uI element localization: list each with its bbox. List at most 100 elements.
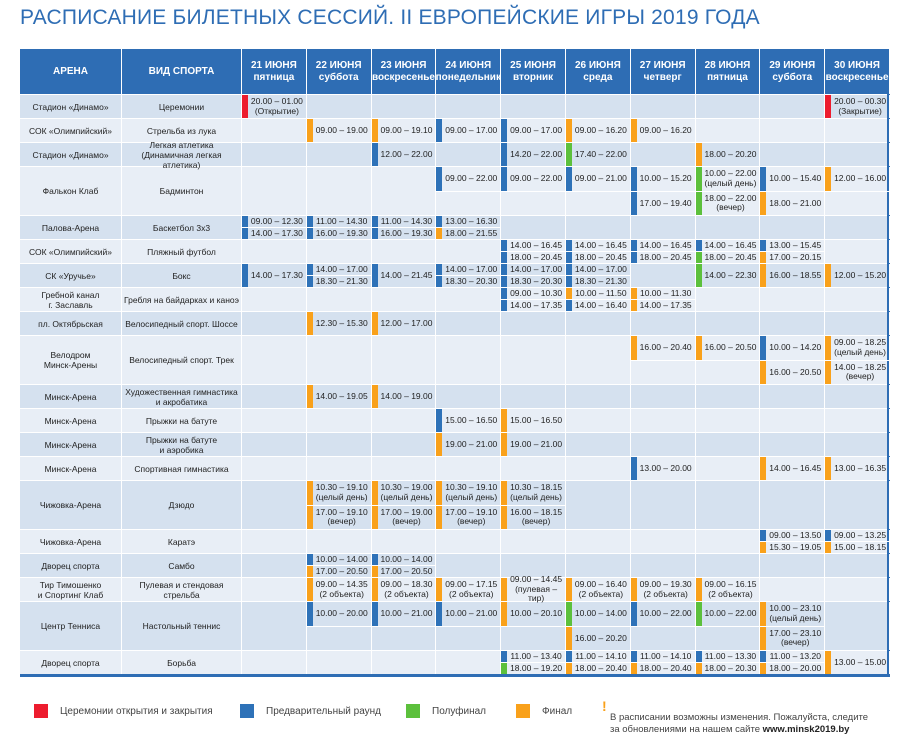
sport-cell: Настольный теннис (122, 602, 242, 650)
session-time: 14.00 – 16.45 (639, 239, 692, 250)
session-cell: 10.00 – 22.00 (695, 602, 761, 650)
session-cell: 14.00 – 19.00 (371, 385, 437, 408)
session-type-marker (501, 264, 508, 275)
arena-cell: Велодром Минск-Арены (20, 336, 122, 384)
session-time: 14.00 – 16.45 (510, 239, 563, 250)
session-time: 17.00 – 19.10 (вечер) (315, 506, 368, 527)
sport-cell: Борьба (122, 651, 242, 674)
empty-slot (695, 359, 760, 385)
session-block: 18.00 – 20.30 (695, 662, 760, 674)
session-type-marker (501, 167, 508, 191)
session-cell (501, 216, 566, 239)
session-block: 14.00 – 16.45 (630, 239, 695, 251)
website-link[interactable]: www.minsk2019.by (762, 724, 850, 735)
session-type-marker (436, 276, 443, 287)
session-cell (760, 119, 826, 142)
session-type-marker (306, 264, 313, 275)
empty-slot (436, 190, 501, 216)
session-cell (566, 554, 631, 577)
arena-cell: пл. Октябрьская (20, 312, 122, 335)
session-cell (436, 530, 502, 553)
session-cell: 10.00 – 14.00 17.00 – 20.50 (371, 554, 437, 577)
session-block: 18.00 – 20.40 (630, 662, 695, 674)
session-time: 18.00 – 19.20 (510, 662, 563, 673)
sport-cell: Прыжки на батуте (122, 409, 242, 432)
session-cell: 14.00 – 16.45 18.00 – 20.45 (501, 240, 566, 263)
table-row: СОК «Олимпийский» Стрельба из лука 09.00 –… (20, 118, 890, 142)
session-block: 09.00 – 18.30 (2 объекта) (371, 578, 436, 601)
session-time: 10.00 – 21.00 (380, 608, 433, 618)
session-time: 14.00 – 17.00 (574, 263, 627, 274)
session-type-marker (371, 143, 378, 166)
session-type-marker (501, 252, 508, 263)
session-type-marker (242, 264, 248, 287)
session-block: 10.30 – 18.15 (целый день) (501, 481, 565, 505)
arena-cell: Стадион «Динамо» (20, 95, 122, 118)
session-cell (566, 385, 631, 408)
session-cell: 13.00 – 16.35 (825, 457, 890, 480)
session-cell: 09.00 – 13.25 15.00 – 18.15 (825, 530, 890, 553)
legend-label: Предварительный раунд (266, 705, 382, 717)
session-cell (242, 481, 307, 529)
session-block: 16.00 – 20.50 (760, 359, 825, 384)
session-cell: 12.00 – 22.00 (371, 143, 437, 166)
session-cell: 09.00 – 18.30 (2 объекта) (371, 578, 437, 601)
legend-item: Финал (516, 704, 572, 718)
session-time: 17.00 – 19.00 (вечер) (380, 506, 433, 527)
session-cell (242, 288, 307, 311)
session-block: 18.00 – 20.45 (695, 251, 760, 263)
session-type-marker (760, 626, 767, 650)
session-cell: 12.00 – 15.20 (825, 264, 890, 287)
session-type-marker (436, 167, 443, 191)
session-block: 16.00 – 20.20 (565, 625, 630, 650)
sport-cell: Велосипедный спорт. Трек (122, 336, 242, 384)
session-time: 10.00 – 20.00 (315, 608, 368, 618)
session-cell: 14.00 – 17.00 18.30 – 20.30 (436, 264, 502, 287)
table-row: Минск-Арена Прыжки на батуте и аэробика 19… (20, 432, 890, 456)
session-cell (372, 530, 437, 553)
session-time: 18.00 – 21.55 (445, 227, 498, 238)
session-block: 14.00 – 17.00 (565, 263, 630, 275)
session-cell (825, 554, 890, 577)
session-block: 11.00 – 14.10 (630, 651, 695, 662)
session-cell (242, 651, 307, 674)
session-block: 14.00 – 17.00 (501, 264, 565, 275)
session-block: 10.00 – 21.00 (436, 602, 500, 626)
header-arena: АРЕНА (20, 49, 122, 94)
session-cell (566, 433, 631, 456)
session-time: 12.00 – 17.00 (380, 317, 433, 328)
session-cell (566, 95, 631, 118)
session-cell: 14.00 – 21.45 (371, 264, 437, 287)
session-block: 13.00 – 20.00 (630, 457, 695, 480)
session-cell (696, 312, 761, 335)
session-time: 13.00 – 15.45 (769, 239, 822, 250)
session-cell (566, 216, 631, 239)
session-block: 17.00 – 20.50 (371, 565, 436, 577)
session-type-marker (371, 312, 378, 335)
session-cell (436, 385, 502, 408)
session-cell: 10.00 – 20.00 (306, 602, 372, 650)
session-type-marker (695, 578, 702, 601)
legend-swatch (406, 704, 420, 718)
session-time: 09.00 – 14.45 (пулевая – тир) (510, 574, 563, 604)
session-cell (436, 336, 502, 384)
session-block: 14.20 – 22.00 (501, 143, 565, 166)
session-time: 10.00 – 21.00 (445, 608, 498, 618)
session-time: 14.00 – 16.40 (574, 299, 627, 310)
session-type-marker (371, 216, 378, 227)
session-cell (436, 554, 502, 577)
session-block: 17.00 – 19.00 (вечер) (371, 504, 436, 529)
session-cell: 12.00 – 16.00 (825, 167, 890, 215)
session-cell (631, 554, 696, 577)
session-block: 09.00 – 13.50 (760, 530, 824, 541)
session-time: 18.00 – 21.00 (769, 197, 822, 208)
session-cell (307, 336, 372, 384)
session-block: 10.00 – 15.40 (760, 167, 824, 191)
sport-cell: Баскетбол 3х3 (122, 216, 242, 239)
session-cell (436, 95, 502, 118)
session-block: 09.00 – 16.15 (2 объекта) (695, 578, 760, 601)
session-time: 17.00 – 19.40 (639, 197, 692, 208)
session-time: 16.00 – 20.50 (769, 366, 822, 377)
session-cell (307, 167, 372, 215)
session-type-marker (565, 276, 572, 287)
